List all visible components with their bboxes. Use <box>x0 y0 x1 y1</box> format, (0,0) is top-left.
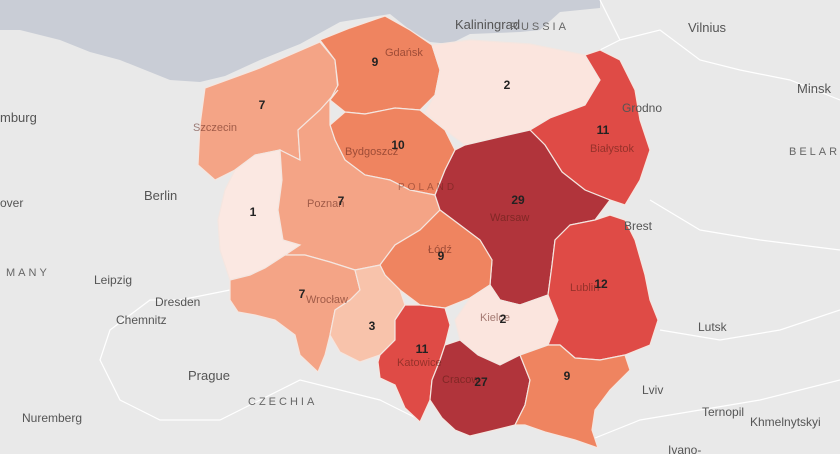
label-germany: MANY <box>6 267 50 279</box>
value-podlaskie: 11 <box>597 123 610 137</box>
label-bydgoszcz: Bydgoszcz <box>345 146 398 158</box>
label-kaliningrad: Kaliningrad <box>455 17 520 32</box>
value-lower-silesian: 7 <box>299 287 306 301</box>
label-hamburg: mburg <box>0 110 37 125</box>
label-brest: Brest <box>624 219 653 233</box>
label-bialystok: Białystok <box>590 143 635 155</box>
label-grodno: Grodno <box>622 101 662 115</box>
label-berlin: Berlin <box>144 188 177 203</box>
label-prague: Prague <box>188 368 230 383</box>
label-leipzig: Leipzig <box>94 273 132 287</box>
region-values: 7 9 2 11 10 1 7 29 9 7 3 11 2 12 27 9 <box>250 55 610 389</box>
basemap-labels: Kaliningrad RUSSIA Vilnius mburg Minsk G… <box>0 17 840 454</box>
label-czechia: CZECHIA <box>248 396 317 408</box>
value-lubusz: 1 <box>250 205 257 219</box>
label-poland: POLAND <box>398 182 457 193</box>
value-lesser-poland: 27 <box>474 375 488 389</box>
label-warsaw: Warsaw <box>490 212 529 224</box>
value-opole: 3 <box>369 319 376 333</box>
label-dresden: Dresden <box>155 295 200 309</box>
country-borders <box>99 0 840 441</box>
value-silesian: 11 <box>416 342 429 356</box>
label-szczecin: Szczecin <box>193 122 237 134</box>
value-greater-poland: 7 <box>338 194 345 208</box>
label-lviv: Lviv <box>642 383 663 397</box>
label-ternopil: Ternopil <box>702 405 744 419</box>
value-pomeranian: 9 <box>372 55 379 69</box>
label-minsk: Minsk <box>797 81 831 96</box>
label-hanover: over <box>0 196 23 210</box>
baltic-sea <box>0 0 600 82</box>
label-lodz: Łódź <box>428 244 452 256</box>
label-kielce: Kielce <box>480 312 510 324</box>
value-lodz: 9 <box>438 249 445 263</box>
value-warmian-masurian: 2 <box>504 78 511 92</box>
value-subcarpathian: 9 <box>564 369 571 383</box>
label-gdansk: Gdańsk <box>385 47 423 59</box>
label-belarus: BELAR <box>789 146 840 158</box>
region-city-labels: Gdańsk Szczecin Bydgoszcz Białystok POLA… <box>193 47 635 386</box>
label-russia: RUSSIA <box>510 21 569 33</box>
label-katowice: Katowice <box>397 357 442 369</box>
value-swietokrzyskie: 2 <box>500 312 507 326</box>
label-ivano: Ivano- <box>668 443 701 454</box>
label-chemnitz: Chemnitz <box>116 313 167 327</box>
label-vilnius: Vilnius <box>688 20 727 35</box>
value-west-pomeranian: 7 <box>259 98 266 112</box>
label-cracow: Cracow <box>442 374 479 386</box>
value-lublin: 12 <box>594 277 608 291</box>
label-poznan: Poznań <box>307 198 344 210</box>
region-lesser-poland[interactable] <box>429 339 531 437</box>
label-nuremberg: Nuremberg <box>22 411 82 425</box>
label-lutsk: Lutsk <box>698 320 728 334</box>
label-lublin: Lublin <box>570 282 599 294</box>
region-silesian[interactable] <box>377 304 451 424</box>
region-subcarpathian[interactable] <box>514 344 631 449</box>
label-khmelnytskyi: Khmelnytskyi <box>750 415 821 429</box>
value-kuyavian-pomeranian: 10 <box>391 138 405 152</box>
value-masovian: 29 <box>511 193 525 207</box>
label-wroclaw: Wrocław <box>306 294 348 306</box>
